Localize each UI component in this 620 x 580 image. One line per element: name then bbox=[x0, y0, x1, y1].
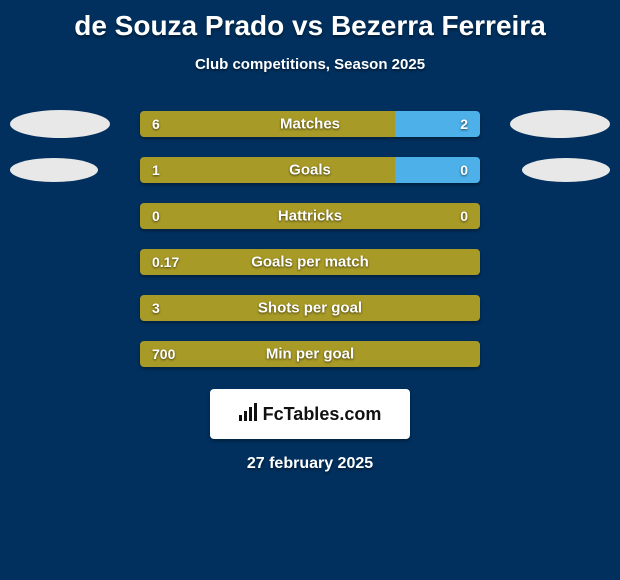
stat-label: Goals bbox=[140, 162, 480, 179]
stat-bar: 62Matches bbox=[140, 111, 480, 137]
page-subtitle: Club competitions, Season 2025 bbox=[0, 56, 620, 73]
player-a-avatar bbox=[10, 158, 98, 182]
stat-row: 3Shots per goal bbox=[0, 285, 620, 331]
stat-bar: 0.17Goals per match bbox=[140, 249, 480, 275]
stat-label: Shots per goal bbox=[140, 300, 480, 317]
stat-bar: 3Shots per goal bbox=[140, 295, 480, 321]
stat-row: 0.17Goals per match bbox=[0, 239, 620, 285]
stat-label: Goals per match bbox=[140, 254, 480, 271]
player-b-avatar bbox=[510, 110, 610, 138]
stat-label: Min per goal bbox=[140, 346, 480, 363]
logo-text: FcTables.com bbox=[263, 404, 382, 425]
footer-date: 27 february 2025 bbox=[0, 455, 620, 473]
player-a-avatar bbox=[10, 110, 110, 138]
stat-bar: 00Hattricks bbox=[140, 203, 480, 229]
stat-bar: 700Min per goal bbox=[140, 341, 480, 367]
stat-row: 00Hattricks bbox=[0, 193, 620, 239]
stat-row: 10Goals bbox=[0, 147, 620, 193]
logo-icon bbox=[239, 403, 259, 426]
stat-row: 700Min per goal bbox=[0, 331, 620, 377]
stat-row: 62Matches bbox=[0, 101, 620, 147]
page-title: de Souza Prado vs Bezerra Ferreira bbox=[0, 0, 620, 42]
stat-label: Matches bbox=[140, 116, 480, 133]
player-b-avatar bbox=[522, 158, 610, 182]
comparison-chart: 62Matches 10Goals 00Hattricks 0.17Goals per… bbox=[0, 101, 620, 377]
stat-bar: 10Goals bbox=[140, 157, 480, 183]
stat-label: Hattricks bbox=[140, 208, 480, 225]
fctables-logo: FcTables.com bbox=[210, 389, 410, 439]
